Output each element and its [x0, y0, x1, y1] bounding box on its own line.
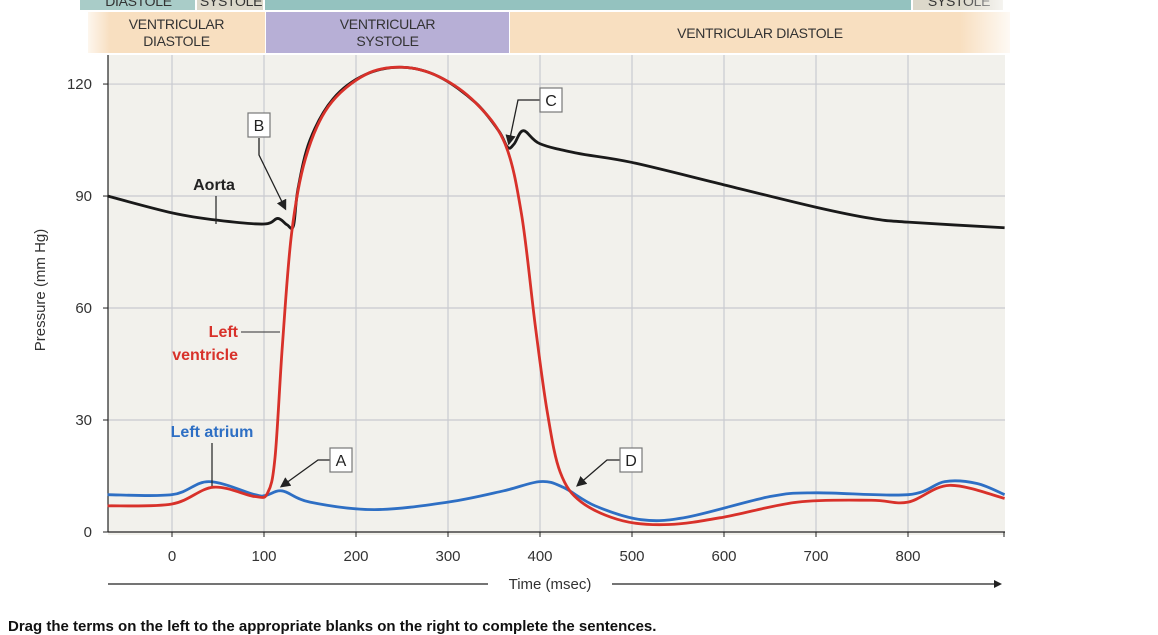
annotation-pointer — [505, 99, 540, 146]
ventricular-phase-bar — [510, 12, 1010, 53]
y-axis-label: Pressure (mm Hg) — [32, 229, 49, 352]
ventricular-phase-label: VENTRICULAR — [340, 16, 436, 32]
x-tick-label: 500 — [619, 548, 644, 565]
left-ventricle-label: Left — [209, 324, 239, 341]
annotation-label: D — [625, 453, 637, 470]
ventricular-phase-label: SYSTOLE — [356, 33, 418, 49]
atrial-phase-bar — [197, 0, 263, 10]
x-tick-label: 300 — [435, 548, 460, 565]
annotation-box-d[interactable] — [619, 447, 643, 473]
annotation-box-b[interactable] — [247, 112, 271, 138]
x-tick-label: 0 — [168, 548, 176, 565]
ventricular-phase-bar — [88, 12, 265, 53]
annotation-box-a[interactable] — [329, 447, 353, 473]
x-tick-label: 100 — [251, 548, 276, 565]
annotation-pointer — [576, 459, 620, 487]
ventricular-phase-label: VENTRICULAR — [129, 16, 225, 32]
annotation-pointer — [279, 459, 330, 488]
series — [107, 65, 1006, 527]
y-tick-label: 60 — [75, 300, 92, 317]
atrial-phase-label: SYSTOLE — [928, 0, 990, 9]
left-atrium-label: Left atrium — [171, 424, 254, 441]
y-tick-label: 120 — [67, 76, 92, 93]
aorta-label: Aorta — [193, 177, 235, 194]
ventricular-phase-bar — [266, 12, 509, 53]
y-tick-label: 0 — [84, 524, 92, 541]
ventricular-phase-label: VENTRICULAR DIASTOLE — [677, 25, 843, 41]
annotation-box-c[interactable] — [539, 87, 563, 113]
atrial-phase-bar — [913, 0, 1003, 10]
annotations: A B C D — [247, 87, 643, 488]
x-tick-label: 600 — [711, 548, 736, 565]
annotation-pointer — [258, 138, 287, 211]
series-labels: Aorta Left ventricle Left atrium — [171, 177, 280, 486]
x-tick-label: 700 — [803, 548, 828, 565]
ventricular-phase-label: DIASTOLE — [143, 33, 210, 49]
atrial-phase-bar — [80, 0, 195, 10]
x-axis-label: Time (msec) — [509, 576, 592, 593]
axes: 0 100 200 300 400 500 600 700 800 0 30 60 90 120 Press… — [32, 55, 1005, 593]
series-line-left-ventricle — [107, 65, 1005, 527]
atrial-phase-label: DIASTOLE — [105, 0, 172, 9]
y-tick-label: 30 — [75, 412, 92, 429]
phase-bars: DIASTOLE SYSTOLE SYSTOLEVENTRICULARDIASTOL… — [80, 0, 1020, 55]
annotation-label: C — [545, 93, 557, 110]
left-ventricle-label: ventricle — [172, 347, 238, 364]
x-tick-label: 800 — [895, 548, 920, 565]
x-axis-arrow-icon — [994, 580, 1002, 588]
x-tick-label: 400 — [527, 548, 552, 565]
annotation-label: A — [336, 453, 347, 470]
annotation-label: B — [254, 118, 265, 135]
x-tick-label: 200 — [343, 548, 368, 565]
y-tick-label: 90 — [75, 188, 92, 205]
atrial-phase-label: SYSTOLE — [200, 0, 262, 9]
instruction-text: Drag the terms on the left to the approp… — [8, 618, 657, 635]
grid — [108, 55, 1005, 532]
atrial-phase-bar — [265, 0, 911, 10]
